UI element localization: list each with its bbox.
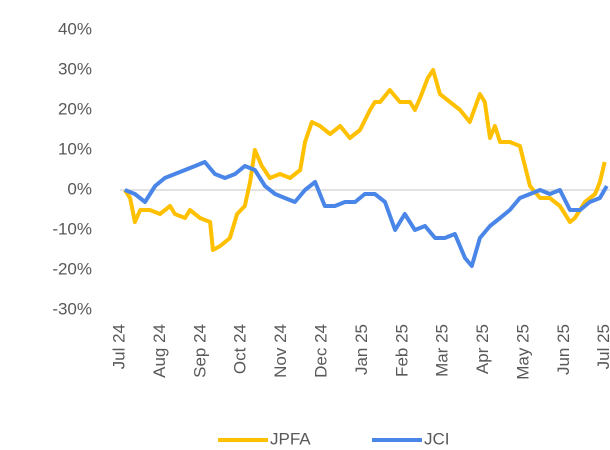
y-tick-label: 0%	[67, 179, 92, 198]
x-tick-label: Sep 24	[190, 324, 209, 378]
legend-label: JCI	[424, 429, 450, 448]
y-tick-label: 10%	[58, 139, 92, 158]
series-line	[123, 68, 607, 252]
x-tick-label: Apr 25	[473, 324, 492, 374]
x-tick-label: Jun 25	[554, 324, 573, 375]
x-tick-label: Jan 25	[352, 324, 371, 375]
y-tick-label: 30%	[58, 59, 92, 78]
y-tick-label: 20%	[58, 99, 92, 118]
x-tick-label: Feb 25	[392, 324, 411, 377]
y-tick-label: 40%	[58, 19, 92, 38]
legend-label: JPFA	[270, 429, 311, 448]
x-tick-label: Nov 24	[271, 324, 290, 378]
series-line	[124, 160, 609, 268]
y-tick-label: -20%	[52, 259, 92, 278]
x-tick-label: Oct 24	[231, 324, 250, 374]
y-tick-label: -10%	[52, 219, 92, 238]
x-tick-label: Aug 24	[150, 324, 169, 378]
x-tick-label: Dec 24	[311, 324, 330, 378]
x-tick-label: Jul 25	[594, 324, 610, 369]
y-tick-label: -30%	[52, 299, 92, 318]
x-tick-label: Jul 24	[109, 324, 128, 369]
x-tick-label: May 25	[513, 324, 532, 380]
x-tick-label: Mar 25	[433, 324, 452, 377]
